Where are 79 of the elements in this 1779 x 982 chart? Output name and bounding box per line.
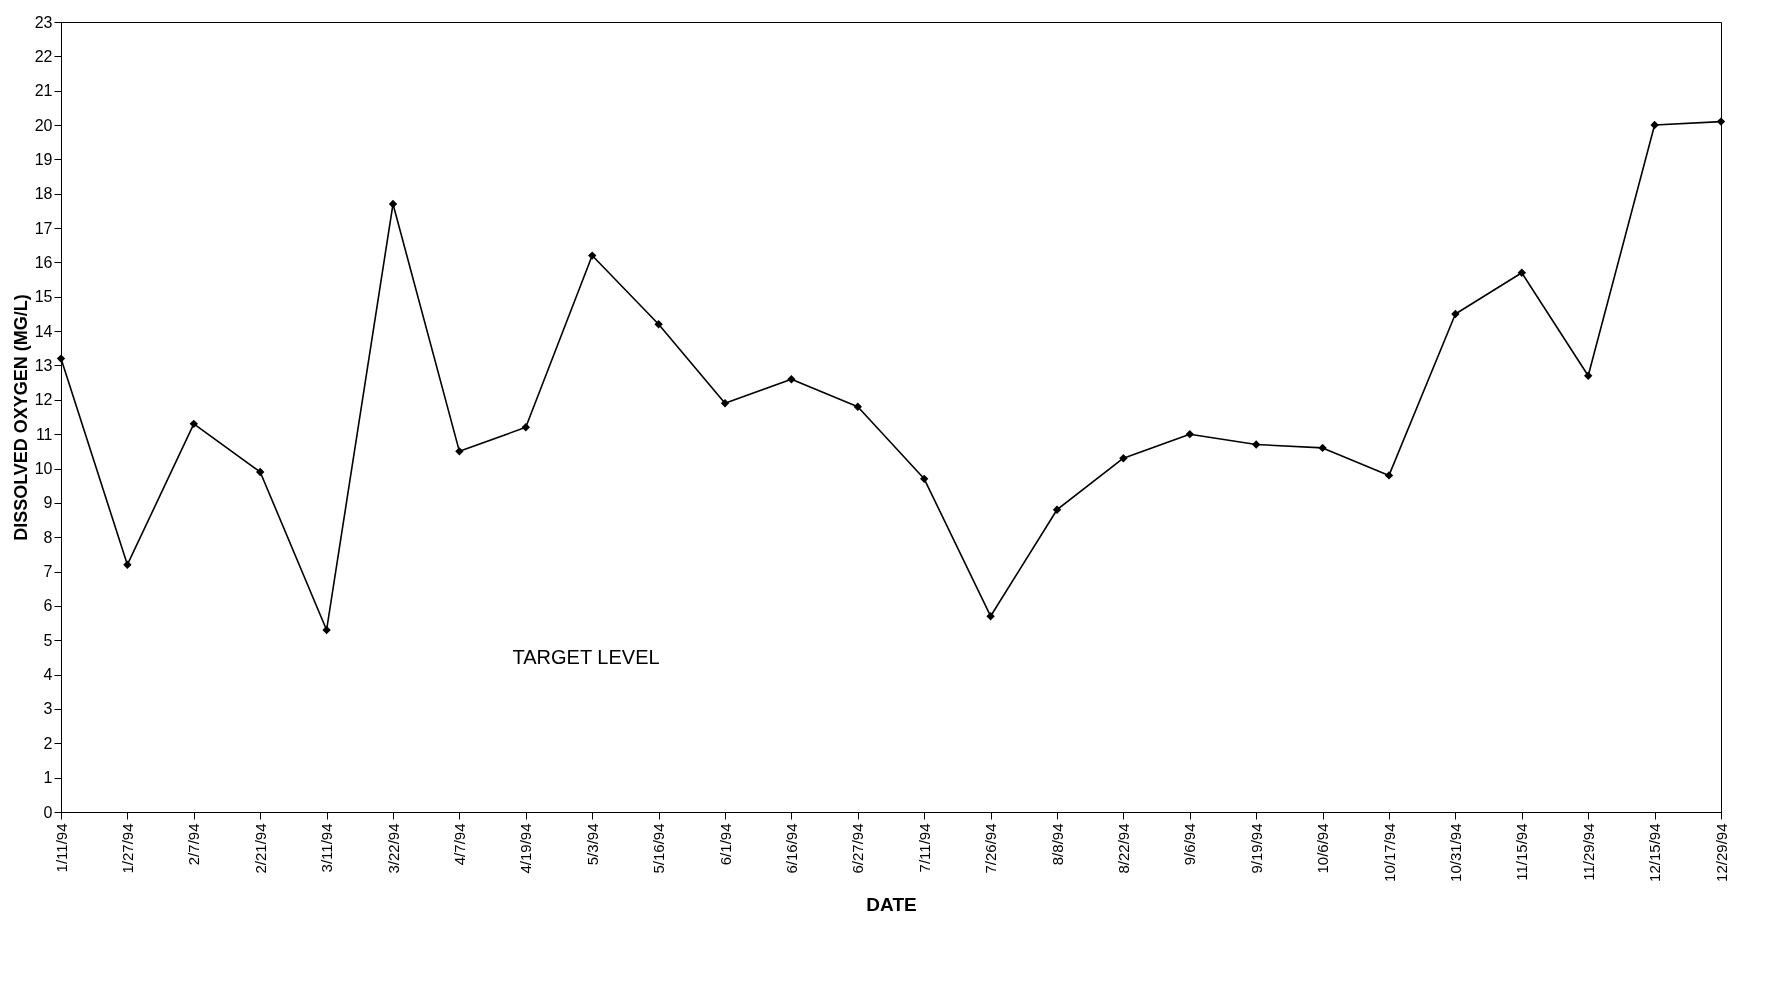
point bbox=[720, 399, 730, 408]
point bbox=[787, 375, 796, 384]
point bbox=[1517, 268, 1526, 277]
x-tick-label: 10/17/94 bbox=[1380, 823, 1398, 882]
x-tick-label: 12/29/94 bbox=[1712, 823, 1730, 882]
point bbox=[1119, 454, 1128, 463]
y-tick-label: 7 bbox=[43, 563, 53, 581]
y-tick-label: 10 bbox=[34, 460, 53, 478]
y-tick-label: 9 bbox=[43, 494, 53, 512]
x-tick-label: 6/16/94 bbox=[782, 823, 800, 874]
x-tick-label: 7/11/94 bbox=[915, 823, 933, 873]
x-tick-label: 2/7/94 bbox=[185, 823, 203, 866]
x-tick-label: 7/26/94 bbox=[982, 823, 1000, 874]
point bbox=[853, 402, 862, 411]
point bbox=[189, 419, 198, 429]
point bbox=[256, 467, 265, 477]
y-tick-label: 19 bbox=[34, 150, 53, 168]
y-tick-label: 11 bbox=[35, 425, 53, 443]
y-tick-label: 2 bbox=[43, 734, 53, 752]
y-tick-label: 4 bbox=[43, 666, 53, 684]
x-tick-label: 11/29/94 bbox=[1579, 823, 1597, 881]
y-tick-label: 15 bbox=[34, 288, 53, 306]
point bbox=[322, 625, 331, 635]
point bbox=[1584, 371, 1593, 380]
point bbox=[1318, 443, 1327, 453]
x-axis-title: DATE bbox=[866, 893, 917, 915]
point bbox=[654, 320, 663, 329]
y-tick-label: 16 bbox=[34, 253, 53, 271]
y-tick-label: 8 bbox=[43, 528, 53, 546]
x-tick-label: 3/11/94 bbox=[318, 823, 336, 873]
point bbox=[455, 447, 464, 456]
x-tick-label: 5/3/94 bbox=[583, 823, 601, 866]
x-tick-label: 8/8/94 bbox=[1048, 823, 1066, 866]
y-tick-label: 14 bbox=[34, 322, 53, 340]
point bbox=[388, 199, 398, 209]
y-tick-label: 6 bbox=[43, 597, 53, 615]
y-tick-label: 20 bbox=[34, 116, 53, 134]
y-tick-label: 1 bbox=[43, 769, 53, 787]
point bbox=[1052, 505, 1062, 514]
point bbox=[1185, 429, 1194, 439]
x-tick-label: 1/11/94 bbox=[52, 823, 70, 873]
x-tick-label: 8/22/94 bbox=[1114, 823, 1132, 874]
y-tick-label: 18 bbox=[34, 185, 53, 203]
x-tick-label: 9/19/94 bbox=[1247, 823, 1265, 874]
x-tick-label: 3/22/94 bbox=[384, 823, 402, 874]
point bbox=[920, 474, 929, 484]
y-tick-label: 5 bbox=[43, 631, 53, 649]
x-tick-label: 9/6/94 bbox=[1181, 823, 1199, 866]
point bbox=[56, 354, 66, 363]
x-tick-label: 12/15/94 bbox=[1646, 823, 1664, 882]
x-tick-label: 1/27/94 bbox=[118, 823, 136, 874]
point bbox=[123, 560, 132, 569]
y-tick-label: 21 bbox=[34, 82, 53, 100]
point bbox=[1716, 117, 1726, 126]
x-tick-label: 2/21/94 bbox=[251, 823, 269, 874]
y-tick-label: 13 bbox=[34, 356, 53, 374]
point bbox=[521, 423, 530, 432]
x-tick-label: 10/6/94 bbox=[1314, 823, 1332, 874]
point bbox=[1252, 440, 1261, 449]
point bbox=[1451, 309, 1460, 319]
y-axis-title: DISSOLVED OXYGEN (MG/L) bbox=[10, 294, 31, 541]
x-tick-label: 11/15/94 bbox=[1513, 823, 1531, 881]
x-tick-label: 4/19/94 bbox=[517, 823, 535, 874]
point bbox=[1650, 120, 1659, 130]
annotation: TARGET LEVEL bbox=[512, 645, 660, 668]
x-tick-label: 5/16/94 bbox=[650, 823, 668, 874]
y-tick-label: 23 bbox=[34, 13, 53, 31]
y-tick-label: 17 bbox=[34, 219, 53, 237]
y-tick-label: 0 bbox=[43, 803, 53, 821]
x-tick-label: 6/1/94 bbox=[716, 823, 734, 866]
point bbox=[1384, 471, 1394, 480]
y-tick-label: 12 bbox=[34, 391, 53, 409]
point bbox=[986, 612, 995, 621]
x-tick-label: 6/27/94 bbox=[849, 823, 867, 874]
x-tick-label: 10/31/94 bbox=[1446, 823, 1464, 882]
point bbox=[588, 251, 597, 260]
y-tick-label: 3 bbox=[43, 700, 53, 718]
x-tick-label: 4/7/94 bbox=[450, 823, 468, 866]
y-tick-label: 22 bbox=[34, 47, 53, 65]
